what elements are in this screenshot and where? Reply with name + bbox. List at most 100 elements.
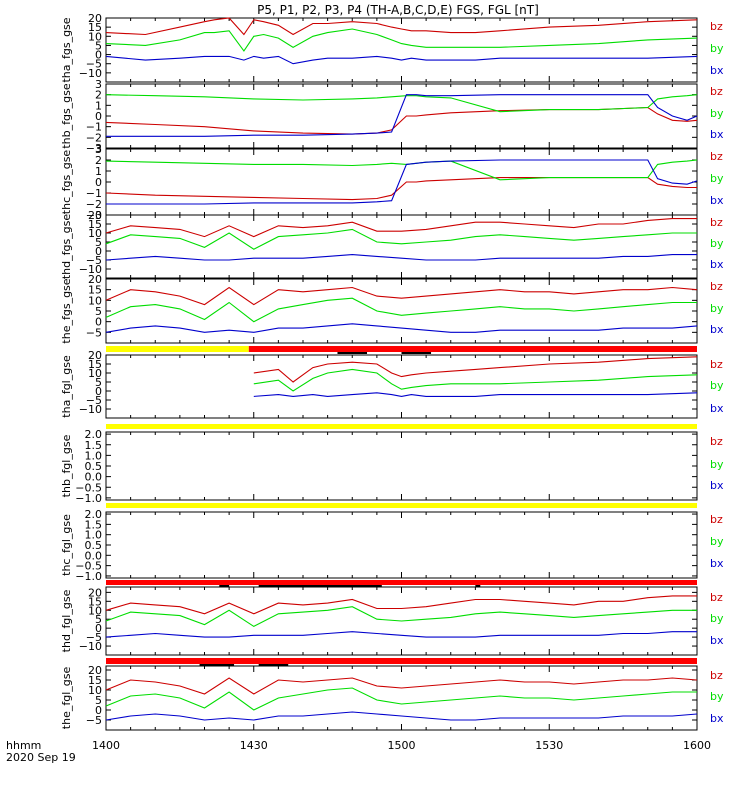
mode-bar-mark [219, 585, 230, 587]
series-by [253, 368, 698, 392]
y-tick-label: −0.5 [75, 481, 102, 494]
y-tick-label: 0 [95, 385, 102, 398]
panel-frame [105, 148, 698, 216]
series-by [105, 297, 697, 323]
panel-label: thd_fgs_gse [60, 214, 73, 280]
legend-by: by [710, 302, 724, 315]
y-tick-label: 1 [95, 165, 102, 178]
y-tick-label: 0.5 [85, 539, 103, 552]
x-tick-label: 1430 [240, 739, 268, 752]
y-tick-label: 0 [95, 176, 102, 189]
y-tick-label: −10 [79, 263, 102, 276]
panel-label: tha_fgs_gse [60, 17, 73, 82]
y-tick-label: 3 [95, 143, 102, 156]
series-bz [105, 595, 697, 615]
panel-label: thb_fgs_gse [60, 83, 73, 149]
series-by [105, 28, 698, 52]
series-bx [105, 631, 697, 638]
mode-bar-mark [258, 585, 382, 587]
y-tick-label: 0 [95, 49, 102, 62]
panel-label: the_fgs_gse [60, 278, 73, 343]
panel-frame [105, 17, 698, 83]
panel-label: thb_fgl_gse [60, 434, 73, 497]
y-tick-label: 15 [88, 21, 102, 34]
y-tick-label: 15 [88, 284, 102, 297]
y-tick-label: −1.0 [75, 492, 102, 505]
legend-by: by [710, 690, 724, 703]
legend-bx: bx [710, 323, 724, 336]
y-tick-label: 20 [88, 12, 102, 25]
series-bx [105, 323, 698, 333]
y-tick-label: 10 [88, 227, 102, 240]
legend-bz: bz [710, 513, 723, 526]
legend-by: by [710, 535, 724, 548]
time-label: hhmm [6, 739, 41, 752]
legend-bz: bz [710, 358, 723, 371]
series-bz [105, 106, 698, 135]
mode-bar [106, 503, 697, 508]
series-bx [105, 55, 698, 65]
y-tick-label: 0 [95, 704, 102, 717]
y-tick-label: 15 [88, 358, 102, 371]
y-tick-label: −3 [86, 142, 102, 155]
mode-bar-mark [337, 352, 368, 354]
legend-by: by [710, 612, 724, 625]
legend-by: by [710, 107, 724, 120]
legend-bz: bz [710, 216, 723, 229]
y-tick-label: 1.0 [85, 449, 103, 462]
series-bz [253, 356, 698, 383]
panel-label: thd_fgl_gse [60, 589, 73, 652]
y-tick-label: 15 [88, 674, 102, 687]
y-tick-label: −2 [86, 198, 102, 211]
y-tick-label: −0.5 [75, 560, 102, 573]
y-tick-label: 20 [88, 349, 102, 362]
figure-title: P5, P1, P2, P3, P4 (TH-A,B,C,D,E) FGS, F… [257, 3, 539, 17]
y-tick-label: −1.0 [75, 570, 102, 583]
y-tick-label: 10 [88, 604, 102, 617]
y-tick-label: 5 [95, 376, 102, 389]
mode-bar-mark [401, 352, 432, 354]
series-bz [105, 677, 698, 695]
series-by [105, 228, 697, 250]
y-tick-label: 5 [95, 39, 102, 52]
legend-bx: bx [710, 258, 724, 271]
y-tick-label: −10 [79, 67, 102, 80]
mode-bar [106, 424, 697, 429]
y-tick-label: 10 [88, 294, 102, 307]
y-tick-label: 0.0 [85, 471, 103, 484]
y-tick-label: −1 [86, 187, 102, 200]
legend-bx: bx [710, 479, 724, 492]
series-bx [253, 392, 698, 397]
y-tick-label: 2.0 [85, 428, 103, 441]
y-tick-label: −5 [86, 394, 102, 407]
y-tick-label: 0.0 [85, 549, 103, 562]
y-tick-label: −3 [86, 209, 102, 222]
panel-frame [105, 511, 698, 579]
series-bx [106, 159, 698, 205]
y-tick-label: 20 [88, 664, 102, 677]
y-tick-label: −5 [86, 714, 102, 727]
panel-frame [105, 665, 698, 731]
legend-by: by [710, 172, 724, 185]
x-tick-label: 1500 [388, 739, 416, 752]
y-tick-label: 2 [95, 154, 102, 167]
legend-bz: bz [710, 150, 723, 163]
panel-label: thc_fgl_gse [60, 514, 73, 576]
legend-bx: bx [710, 557, 724, 570]
legend-bx: bx [710, 64, 724, 77]
y-tick-label: 10 [88, 684, 102, 697]
x-tick-label: 1400 [92, 739, 120, 752]
y-tick-label: 1.5 [85, 439, 103, 452]
mode-bar-mark [258, 664, 289, 666]
legend-bx: bx [710, 634, 724, 647]
